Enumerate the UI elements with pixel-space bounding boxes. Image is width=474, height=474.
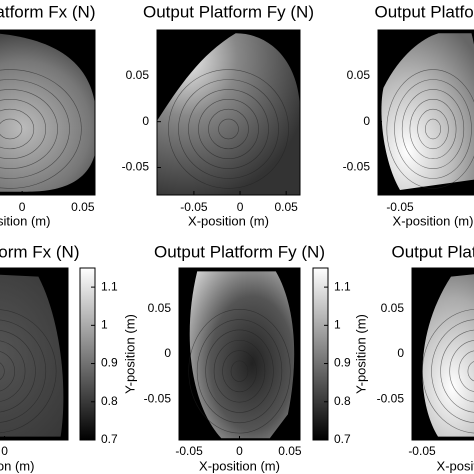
- x-tick-label: -0.05: [175, 444, 203, 458]
- x-axis-label: X-position (m): [393, 213, 474, 228]
- contour-line: [208, 108, 249, 150]
- contour-line: [0, 330, 36, 413]
- x-tick-label: 0: [237, 200, 244, 214]
- x-tick-label: 0: [236, 444, 243, 458]
- contour-field: [0, 274, 64, 437]
- contour-field: [189, 271, 295, 439]
- x-axis-label: X-position (m): [199, 458, 280, 473]
- colorbar: [79, 267, 96, 441]
- colorbar-tick-label: 0.8: [101, 394, 118, 408]
- contour-field: [422, 274, 474, 437]
- x-tick-label: 0: [1, 444, 8, 458]
- colorbar-tick-label: 0.8: [334, 394, 351, 408]
- y-tick-label: 0.05: [148, 301, 172, 315]
- plot-frame: [156, 29, 301, 196]
- x-tick-label: 0.05: [71, 200, 95, 214]
- contour-line: [196, 319, 283, 424]
- colorbar-tick-label: 1.1: [334, 279, 351, 293]
- y-tick-label: 0: [397, 346, 404, 360]
- colorbar: [312, 267, 329, 441]
- contour-line: [394, 79, 472, 179]
- contour-line: [0, 69, 82, 189]
- contour-line: [386, 69, 474, 189]
- contour-line: [0, 118, 23, 140]
- contour-line: [188, 89, 269, 169]
- x-tick-label: -0.05: [408, 444, 436, 458]
- y-axis-label: Y-position (m): [353, 314, 368, 394]
- contour-field: [381, 33, 474, 190]
- contour-line: [0, 351, 16, 392]
- contour-line: [0, 108, 35, 150]
- colorbar-tick-label: 1: [101, 318, 108, 332]
- contour-line: [0, 319, 47, 423]
- contour-line: [168, 69, 289, 189]
- contour-line: [0, 99, 46, 159]
- contour-line: [213, 339, 266, 403]
- y-tick-label: 0.05: [347, 68, 371, 82]
- panel-title: Output Platform Fy (N): [154, 242, 325, 261]
- panel-title: Output Platform Fx (N): [0, 242, 79, 261]
- contour-line: [0, 362, 5, 380]
- x-axis-label: X-position (m): [0, 213, 50, 228]
- contour-line: [0, 79, 70, 179]
- x-tick-label: -0.05: [386, 200, 414, 214]
- y-tick-label: 0: [142, 114, 149, 128]
- x-axis-label: X-position (m): [437, 458, 474, 473]
- y-tick-label: -0.05: [144, 391, 172, 405]
- x-tick-label: -0.05: [180, 200, 208, 214]
- colorbar-tick-label: 0.9: [101, 356, 118, 370]
- contour-line: [0, 340, 26, 402]
- panel-title: Output Platform Fz (N): [392, 242, 474, 261]
- x-tick-label: 0.05: [274, 200, 298, 214]
- contour-line: [0, 89, 58, 169]
- colorbar-tick-label: 0.7: [101, 432, 118, 446]
- plot-frame: [0, 267, 69, 441]
- contour-line: [467, 361, 474, 382]
- x-axis-label: X-position (m): [188, 213, 269, 228]
- contour-line: [222, 350, 257, 393]
- contour-line: [431, 319, 474, 423]
- contour-line: [205, 329, 274, 413]
- contour-line: [401, 89, 465, 169]
- y-tick-label: 0.05: [126, 68, 150, 82]
- contour-field: [0, 33, 95, 192]
- x-tick-label: 0.05: [278, 444, 302, 458]
- colorbar-tick-label: 1.1: [101, 279, 118, 293]
- contour-line: [198, 99, 259, 160]
- contour-line: [178, 79, 279, 179]
- colorbar-tick-label: 1: [334, 318, 341, 332]
- y-axis-label: Y-position (m): [122, 314, 137, 394]
- panel-title: Output Platform Fx (N): [0, 2, 95, 21]
- contour-line: [440, 329, 474, 413]
- x-axis-label: X-position (m): [0, 458, 34, 473]
- y-tick-label: -0.05: [377, 391, 405, 405]
- colorbar-tick-label: 0.9: [334, 356, 351, 370]
- contour-line: [0, 309, 57, 434]
- panel-title: Output Platform Fz (N): [375, 2, 474, 21]
- contour-line: [218, 118, 239, 140]
- y-tick-label: 0.05: [381, 301, 405, 315]
- contour-line: [409, 99, 457, 160]
- contour-line: [449, 340, 474, 403]
- contour-line: [458, 350, 474, 392]
- x-tick-label: 0: [19, 200, 26, 214]
- y-tick-label: 0: [363, 114, 370, 128]
- contour-line: [424, 118, 441, 140]
- contour-line: [230, 360, 249, 382]
- y-tick-label: 0: [164, 346, 171, 360]
- plot-frame: [377, 29, 474, 196]
- contour-line: [188, 308, 291, 434]
- plot-frame: [0, 29, 96, 196]
- contour-field: [157, 33, 300, 195]
- contour-line: [422, 309, 474, 434]
- colorbar-tick-label: 0.7: [334, 432, 351, 446]
- y-tick-label: -0.05: [122, 160, 150, 174]
- panel-title: Output Platform Fy (N): [143, 2, 314, 21]
- contour-line: [417, 108, 449, 150]
- y-tick-label: -0.05: [343, 160, 371, 174]
